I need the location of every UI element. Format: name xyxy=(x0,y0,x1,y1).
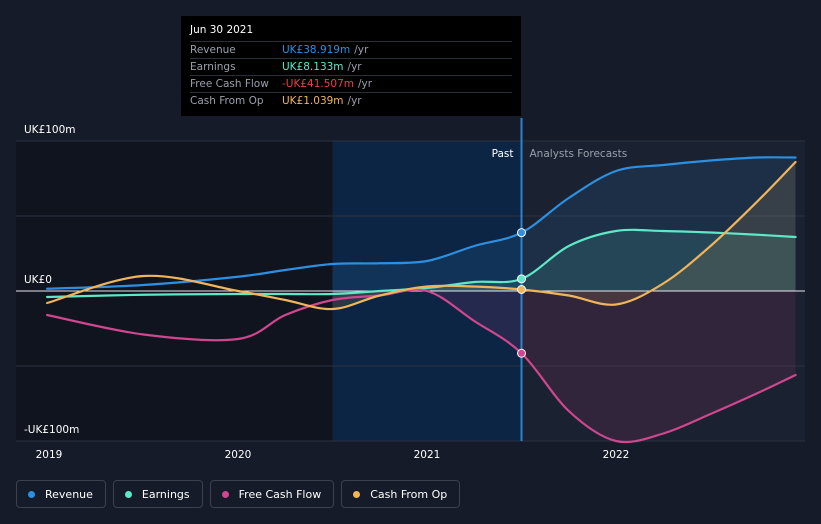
tooltip-row-free-cash-flow: Free Cash Flow -UK£41.507m /yr xyxy=(190,75,512,92)
y-tick-label: UK£0 xyxy=(24,274,52,286)
legend-item-cash-from-op[interactable]: Cash From Op xyxy=(341,480,461,508)
area-revenue xyxy=(332,157,796,291)
legend-dot-icon xyxy=(124,490,132,498)
legend-dot-icon xyxy=(221,490,229,498)
tooltip-unit: /yr xyxy=(358,78,373,90)
y-tick-label: -UK£100m xyxy=(24,424,79,436)
legend-dot-icon xyxy=(28,490,35,498)
x-tick-label: 2021 xyxy=(414,449,441,461)
legend-item-revenue[interactable]: Revenue xyxy=(16,480,106,508)
tooltip-label: Earnings xyxy=(190,61,236,73)
x-tick-label: 2022 xyxy=(603,449,630,461)
tooltip-value: UK£1.039m xyxy=(282,95,344,107)
tooltip-date: Jun 30 2021 xyxy=(190,24,254,36)
line-earnings xyxy=(46,228,797,299)
tooltip-row-revenue: Revenue UK£38.919m /yr xyxy=(190,41,512,58)
x-tick-label: 2019 xyxy=(36,449,63,461)
gridlines xyxy=(16,140,805,442)
legend-label: Earnings xyxy=(141,487,190,501)
legend-item-free-cash-flow[interactable]: Free Cash Flow xyxy=(209,480,335,508)
line-revenue xyxy=(46,156,797,290)
marker-cash-from-op xyxy=(517,285,526,294)
tooltip-label: Cash From Op xyxy=(190,95,264,107)
area-free-cash-flow xyxy=(332,289,796,443)
tooltip-label: Revenue xyxy=(190,44,236,56)
past-label: Past xyxy=(492,148,514,160)
legend-label: Free Cash Flow xyxy=(238,487,322,501)
y-tick-label: UK£100m xyxy=(24,124,76,136)
marker-revenue xyxy=(517,228,526,238)
tooltip-value: -UK£41.507m xyxy=(282,78,355,90)
legend: Revenue Earnings Free Cash Flow Cash Fro… xyxy=(16,480,461,508)
y-axis-labels: UK£100m UK£0 -UK£100m xyxy=(24,124,79,436)
marker-free-cash-flow xyxy=(517,348,526,358)
tooltip-row-cash-from-op: Cash From Op UK£1.039m /yr xyxy=(190,92,512,109)
tooltip-value: UK£38.919m xyxy=(282,44,351,56)
tooltip-unit: /yr xyxy=(354,44,369,56)
series-lines xyxy=(46,156,797,444)
area-earnings xyxy=(332,229,796,294)
tooltip-unit: /yr xyxy=(347,95,362,107)
legend-dot-icon xyxy=(353,490,361,498)
legend-label: Cash From Op xyxy=(370,487,448,501)
line-free-cash-flow xyxy=(46,288,797,444)
tooltip-row-earnings: Earnings UK£8.133m /yr xyxy=(190,58,512,75)
tooltip-unit: /yr xyxy=(347,61,362,73)
series-markers xyxy=(517,228,526,358)
line-cash-from-op xyxy=(46,160,797,311)
x-tick-label: 2020 xyxy=(225,449,252,461)
x-axis-labels: 2019 2020 2021 2022 xyxy=(36,449,630,461)
tooltip-label: Free Cash Flow xyxy=(190,78,269,90)
marker-earnings xyxy=(517,274,526,284)
tooltip: Jun 30 2021 Revenue UK£38.919m /yr Earni… xyxy=(181,16,521,116)
legend-item-earnings[interactable]: Earnings xyxy=(112,480,203,508)
legend-label: Revenue xyxy=(45,487,93,501)
forecast-label: Analysts Forecasts xyxy=(530,148,628,160)
tooltip-value: UK£8.133m xyxy=(282,61,344,73)
